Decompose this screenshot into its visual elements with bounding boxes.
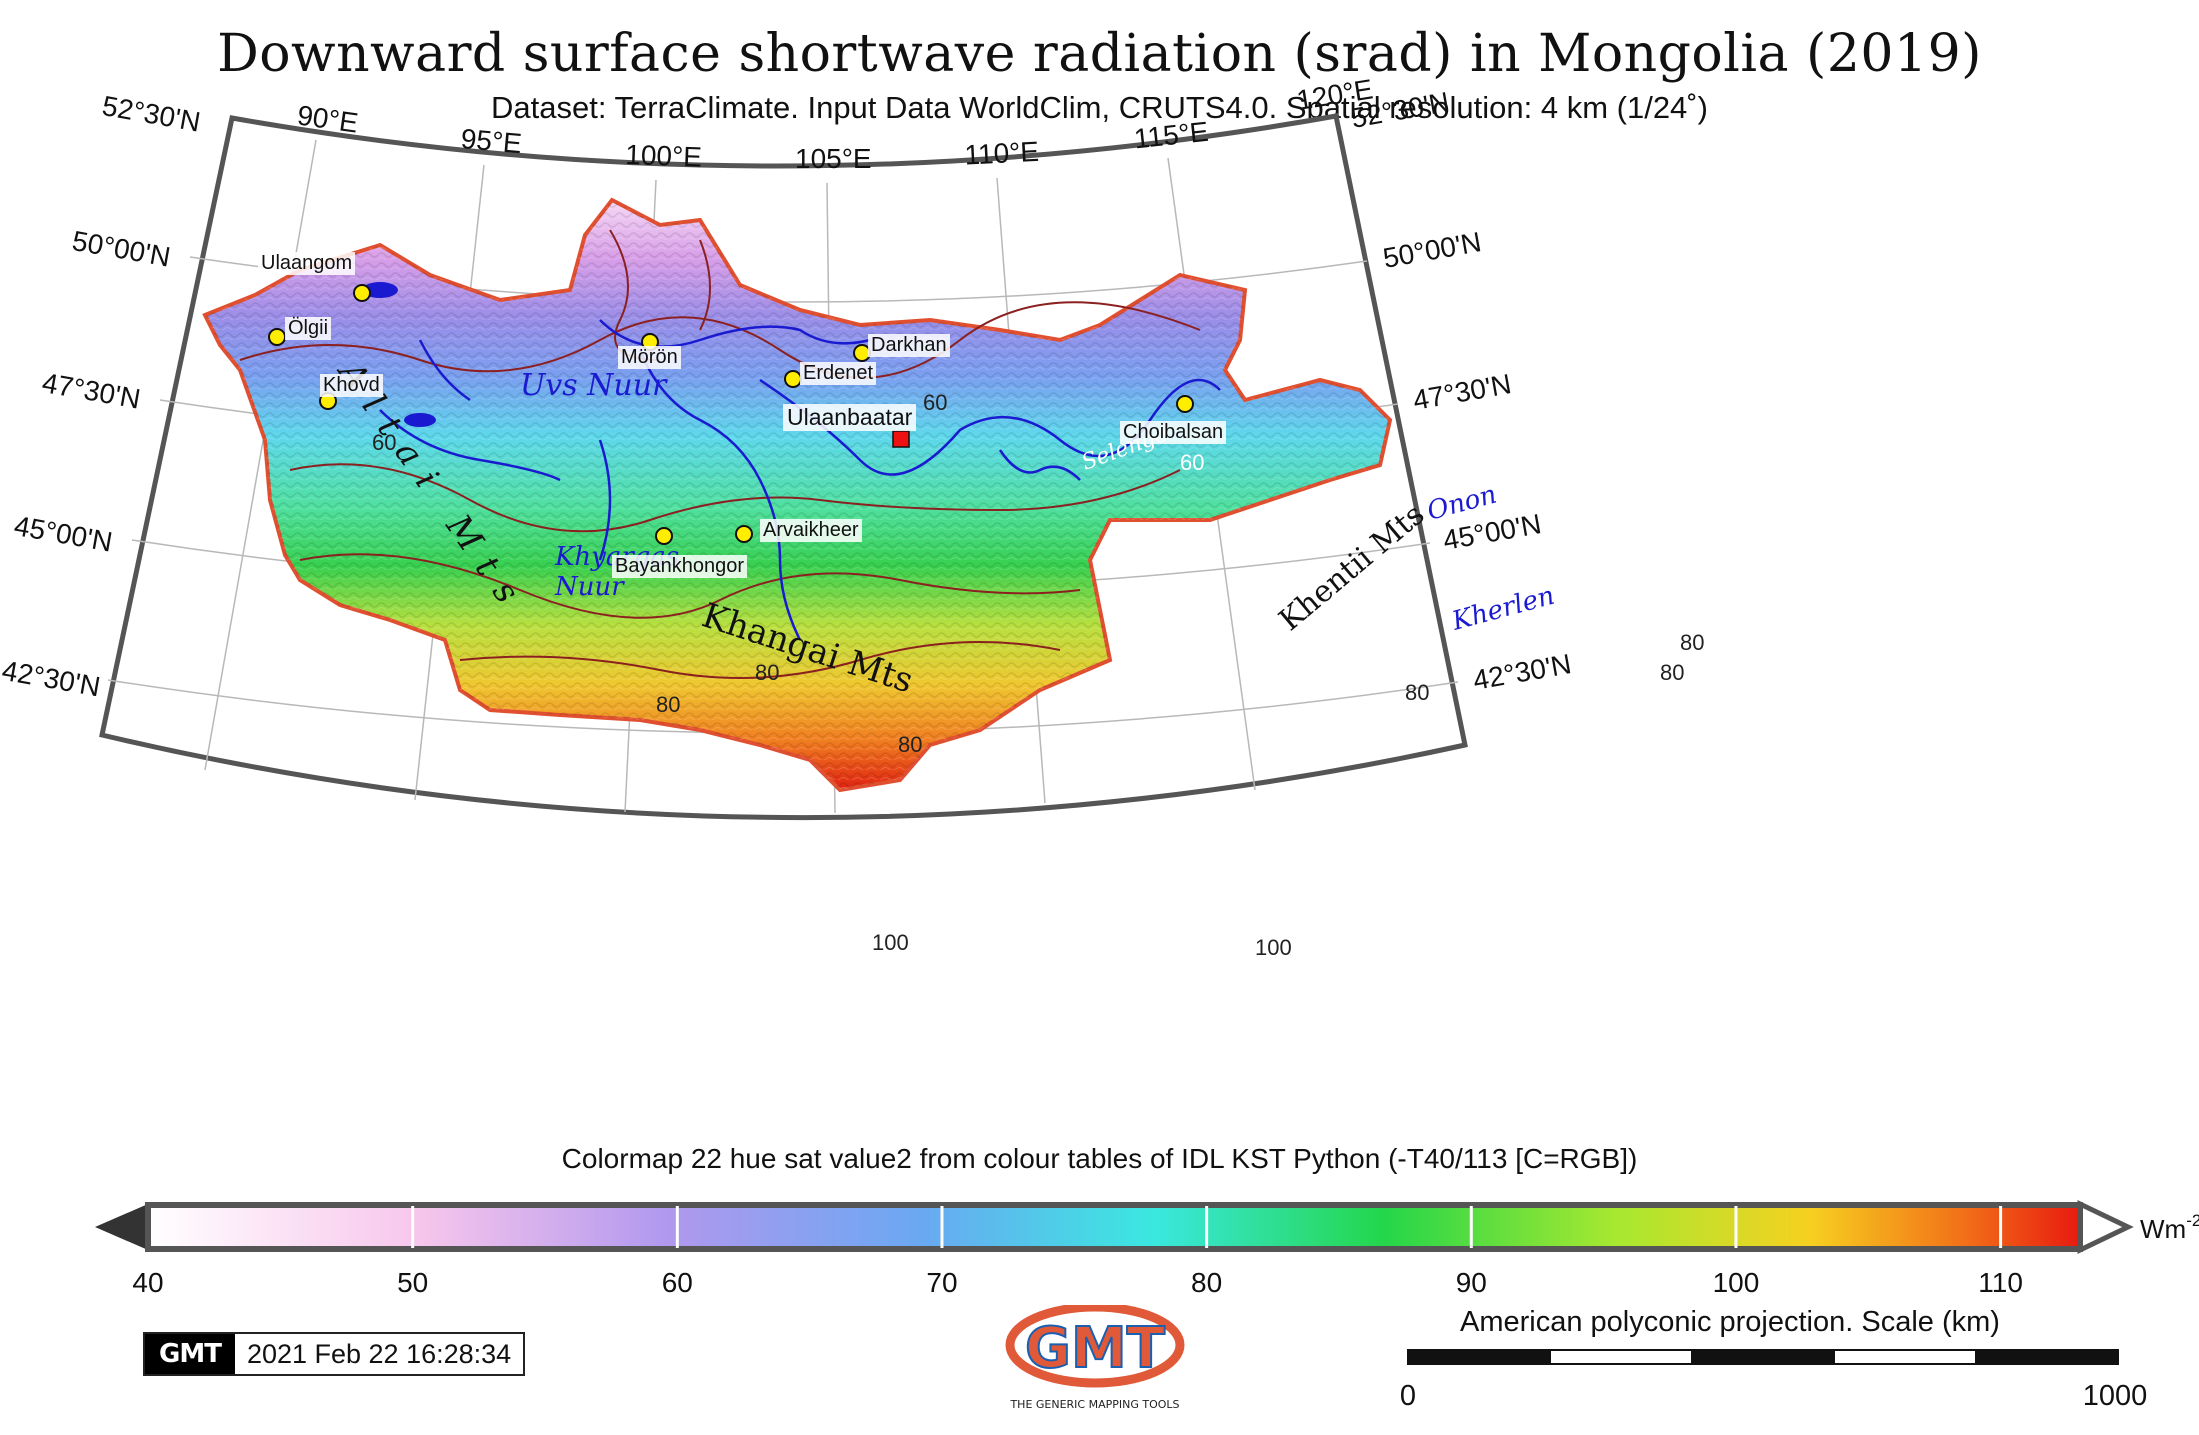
colorbar-tick-label: 40 xyxy=(132,1267,163,1298)
contour-label: 60 xyxy=(372,430,396,455)
colorbar-tick-label: 90 xyxy=(1456,1267,1487,1298)
contour-label: 60 xyxy=(1180,450,1204,475)
lon-label-95: 95°E xyxy=(460,123,524,159)
scale-bar-min: 0 xyxy=(1400,1380,1416,1412)
colorbar-tick-label: 60 xyxy=(662,1267,693,1298)
map-subtitle: Dataset: TerraClimate. Input Data WorldC… xyxy=(491,90,1708,125)
contour-label: 80 xyxy=(1405,680,1429,705)
contour-label: 80 xyxy=(656,692,680,717)
city-label-olgii: Ölgii xyxy=(285,317,332,340)
city-label-bayankhongor: Bayankhongor xyxy=(612,555,747,578)
city-label-erdenet: Erdenet xyxy=(800,362,877,385)
colorbar-tick-label: 110 xyxy=(1978,1267,2023,1298)
lake-uvs xyxy=(362,282,398,298)
colorbar-tick-label: 70 xyxy=(926,1267,957,1298)
city-marker-choibalsan xyxy=(1176,395,1194,413)
contour-label: 80 xyxy=(898,732,922,757)
scale-bar-max: 1000 xyxy=(2083,1380,2148,1412)
lake-khyargas xyxy=(404,413,436,427)
contour-lines xyxy=(239,229,1201,679)
city-marker-arvaikheer xyxy=(735,525,753,543)
city-label-arvaikheer: Arvaikheer xyxy=(760,519,862,542)
gmt-logo-text: GMT xyxy=(1025,1316,1165,1381)
contour-label: 100 xyxy=(872,930,909,955)
contour-label: 100 xyxy=(1255,935,1292,960)
contour-label: 60 xyxy=(923,390,947,415)
colorbar-tick-label: 80 xyxy=(1191,1267,1222,1298)
map-title: Downward surface shortwave radiation (sr… xyxy=(217,24,1982,84)
contour-label: 80 xyxy=(1660,660,1684,685)
timestamp-text: 2021 Feb 22 16:28:34 xyxy=(246,1338,512,1369)
colorbar-unit: Wm-2 xyxy=(2140,1211,2199,1244)
city-label-ulaangom: Ulaangom xyxy=(258,252,356,275)
city-label-khovd: Khovd xyxy=(320,374,383,397)
colorbar-left-arrow xyxy=(95,1204,148,1250)
colormap-caption: Colormap 22 hue sat value2 from colour t… xyxy=(561,1143,1638,1174)
gmt-stamp-logo: GMT xyxy=(145,1334,235,1374)
lon-label-105: 105°E xyxy=(795,143,872,174)
capital-marker-ulaanbaatar xyxy=(892,430,910,448)
colorbar-gradient xyxy=(145,1202,2083,1252)
timestamp-stamp: GMT 2021 Feb 22 16:28:34 xyxy=(143,1332,526,1376)
water-label-uvs: Uvs Nuur xyxy=(520,368,668,403)
lon-label-115: 115°E xyxy=(1133,116,1210,155)
city-label-darkhan: Darkhan xyxy=(868,334,950,357)
terrain-hillshade xyxy=(205,200,1390,790)
rivers xyxy=(379,319,1221,641)
city-marker-bayankhongor xyxy=(655,527,673,545)
lon-label-110: 110°E xyxy=(964,136,1040,171)
colorbar-tick-label: 100 xyxy=(1713,1267,1760,1298)
gmt-logo: GMT THE GENERIC MAPPING TOOLS xyxy=(1005,1305,1185,1411)
contour-label: 80 xyxy=(1680,630,1704,655)
contour-label: 80 xyxy=(755,660,779,685)
city-label-moron: Mörön xyxy=(618,346,681,369)
capital-label-ulaanbaatar: Ulaanbaatar xyxy=(783,404,917,431)
scale-bar-title: American polyconic projection. Scale (km… xyxy=(1460,1306,2000,1338)
colorbar-tick-label: 50 xyxy=(397,1267,428,1298)
city-label-choibalsan: Choibalsan xyxy=(1120,421,1227,444)
city-marker-ulaangom xyxy=(353,284,371,302)
lon-label-100: 100°E xyxy=(625,139,703,173)
city-markers xyxy=(268,284,1194,545)
gmt-logo-tagline: THE GENERIC MAPPING TOOLS xyxy=(1009,1398,1179,1411)
